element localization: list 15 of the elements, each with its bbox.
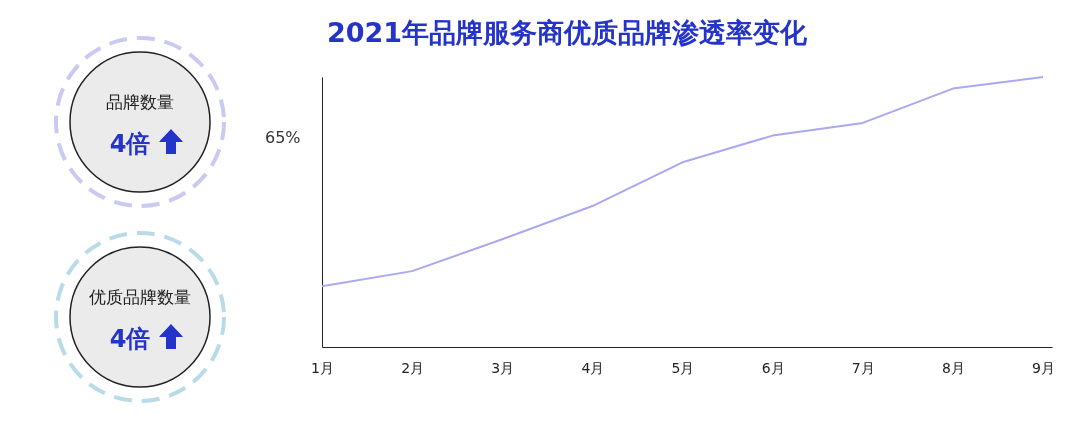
x-tick-label: 5月 xyxy=(671,359,695,376)
x-tick-label: 7月 xyxy=(851,359,875,376)
text: 4倍 xyxy=(109,130,151,158)
x-tick-label: 2月 xyxy=(401,359,425,376)
text: 优质品牌数量 xyxy=(89,287,191,307)
chart-title: 2021年品牌服务商优质品牌渗透率变化 xyxy=(326,17,809,48)
x-tick-label: 3月 xyxy=(491,359,515,376)
x-tick-label: 4月 xyxy=(581,359,605,376)
text: 品牌数量 xyxy=(106,92,174,112)
text: 4倍 xyxy=(109,325,151,353)
text: 65% xyxy=(265,128,301,147)
x-tick-label: 1月 xyxy=(311,359,334,376)
x-tick-label: 9月 xyxy=(1032,359,1055,376)
x-tick-label: 8月 xyxy=(941,359,965,376)
x-tick-label: 6月 xyxy=(761,359,785,376)
